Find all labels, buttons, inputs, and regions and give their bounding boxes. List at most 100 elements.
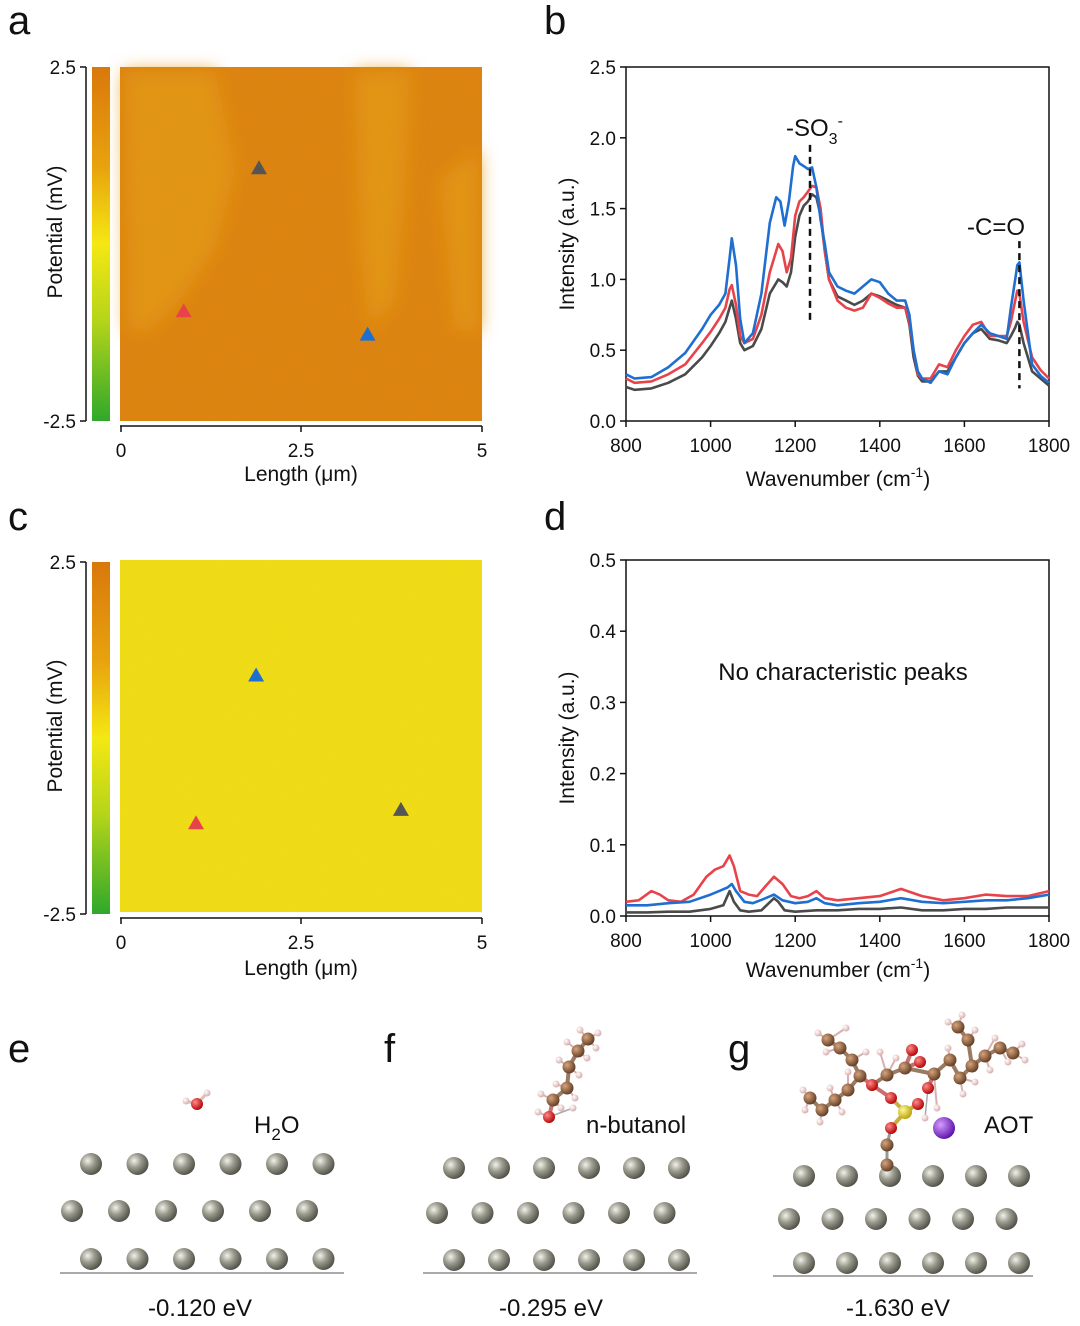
colorbar-label-c: Potential (mV)	[44, 659, 67, 792]
metal-atom-3	[219, 1153, 242, 1175]
atom-h-43	[991, 1034, 999, 1042]
atom-h-38	[862, 1048, 870, 1056]
map-marker-2	[392, 801, 409, 816]
atom-h-32	[822, 1048, 830, 1056]
map-c-markers	[188, 667, 409, 830]
chart-b-ytick-1: 0.5	[590, 341, 616, 362]
atom-c-25	[1006, 1046, 1020, 1060]
map-marker-0	[251, 160, 268, 175]
atom-h-48	[958, 1011, 966, 1019]
atom-h-50	[971, 1026, 979, 1034]
metal-atom-14	[533, 1249, 555, 1271]
atom-c-16	[803, 1091, 817, 1105]
atom-h-11	[557, 1104, 565, 1112]
chart-b-xtick-4: 1600	[943, 436, 985, 457]
chart-d-ytick-1: 0.1	[590, 836, 616, 857]
colorbar-min-a: -2.5	[43, 412, 76, 433]
atom-h-12	[534, 1108, 542, 1116]
metal-atom-6	[426, 1202, 448, 1224]
metal-atom-15	[219, 1248, 242, 1270]
metal-atom-11	[653, 1202, 676, 1224]
atom-c-7	[898, 1061, 912, 1075]
metal-atom-6	[778, 1208, 800, 1230]
chart-d-series-blue	[626, 882, 1050, 907]
metal-atom-8	[155, 1200, 177, 1222]
metal-atom-9	[908, 1208, 931, 1230]
map-c-xlabel: Length (μm)	[244, 957, 358, 980]
atom-o-9	[906, 1044, 918, 1056]
atom-s-0	[898, 1105, 912, 1119]
chart-d-xtick-3: 1400	[859, 931, 901, 952]
chart-d-xtick-5: 1800	[1028, 931, 1070, 952]
metal-atom-3	[922, 1165, 944, 1187]
metal-atom-4	[965, 1165, 987, 1187]
atom-c-1	[560, 1081, 574, 1095]
atom-o-1	[885, 1092, 897, 1104]
metal-atom-16	[965, 1252, 987, 1274]
chart-d-ylabel: Intensity (a.u.)	[556, 671, 579, 804]
chart-b-series-blue	[625, 154, 1050, 385]
metal-atom-16	[266, 1248, 288, 1270]
atom-h-14	[583, 1054, 591, 1062]
atom-h-46	[959, 1090, 967, 1098]
chart-d-series-gray	[626, 889, 1049, 914]
atom-h-44	[986, 1066, 994, 1074]
colorbar-c	[92, 562, 110, 914]
metal-atom-3	[578, 1157, 600, 1179]
atom-o-5	[866, 1079, 878, 1091]
atom-h-34	[801, 1106, 809, 1114]
atom-h-36	[826, 1084, 834, 1092]
metal-atom-4	[623, 1157, 645, 1179]
atom-na-4	[933, 1117, 955, 1139]
metal-slab-f	[426, 1157, 690, 1271]
chart-b-frame	[625, 66, 1050, 422]
metal-atom-5	[312, 1153, 335, 1175]
colorbar-label-a: Potential (mV)	[44, 165, 67, 298]
colorbar-max-a: 2.5	[50, 58, 76, 79]
molecule-label-f: n-butanol	[586, 1112, 686, 1139]
chart-d-ytick-3: 0.3	[590, 693, 616, 714]
atom-c-24	[993, 1041, 1007, 1055]
atom-h-47	[944, 1044, 952, 1052]
chart-d-xtick-0: 800	[610, 931, 642, 952]
metal-atom-10	[608, 1202, 630, 1224]
metal-atom-0	[443, 1157, 465, 1179]
map-a-xtick-1: 2.5	[288, 441, 314, 462]
metal-atom-13	[126, 1248, 149, 1270]
chart-d-ytick-5: 0.5	[590, 551, 616, 572]
spectrum-chart-b: 800 1000 1200 1400 1600 1800 0.0 0.5 1.0 1.5 2.0 2.…	[556, 58, 1070, 491]
atom-h-39	[844, 1068, 852, 1076]
atom-h-33	[799, 1086, 807, 1094]
atom-c-17	[845, 1053, 859, 1067]
metal-atom-8	[865, 1208, 887, 1230]
metal-atom-11	[296, 1200, 318, 1222]
atom-c-20	[943, 1053, 957, 1067]
molecule-label-e: H2O	[254, 1112, 299, 1144]
atom-c-10	[927, 1067, 941, 1081]
map-a-xlabel: Length (μm)	[244, 463, 358, 486]
metal-atom-4	[266, 1153, 288, 1175]
atom-h-17	[576, 1026, 584, 1034]
map-marker-2	[359, 326, 376, 341]
chart-b-xtick-5: 1800	[1028, 436, 1070, 457]
atom-c-0	[562, 1060, 576, 1074]
atom-c-21	[953, 1071, 967, 1085]
atom-c-4	[571, 1044, 585, 1058]
spectrum-chart-d: 800 1000 1200 1400 1600 1800 0.0 0.1 0.2 0.3 0.4 0.…	[556, 551, 1070, 982]
map-marker-0	[248, 667, 265, 682]
atom-h-54	[921, 1114, 929, 1122]
atom-h-10	[537, 1090, 545, 1098]
n-butanol-molecule-model	[534, 1026, 602, 1123]
atom-h-2	[203, 1089, 211, 1097]
chart-d-xtick-4: 1600	[943, 931, 985, 952]
map-grain-a	[120, 67, 482, 421]
map-c-xtick-2: 5	[477, 933, 488, 954]
map-marker-1	[188, 815, 205, 830]
atom-o-8	[914, 1056, 926, 1068]
chart-b-ytick-2: 1.0	[590, 270, 616, 291]
chart-b-ytick-3: 1.5	[590, 200, 616, 221]
atom-o-3	[543, 1111, 555, 1123]
atom-c-23	[978, 1049, 992, 1063]
chart-b-xtick-3: 1400	[859, 436, 901, 457]
